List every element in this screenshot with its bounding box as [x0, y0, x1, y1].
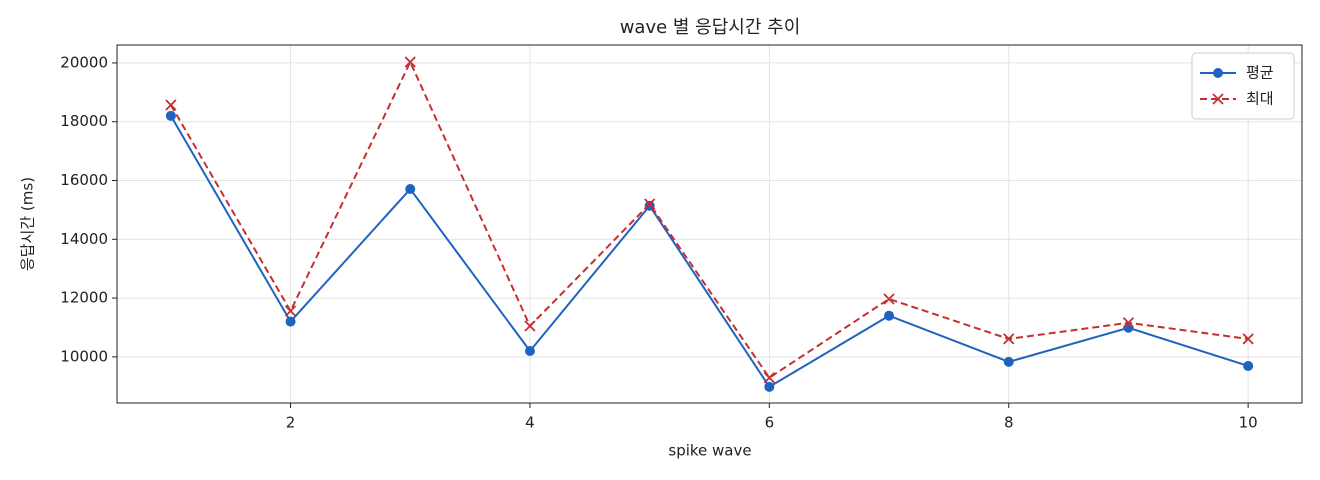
chart-title: wave 별 응답시간 추이 — [620, 17, 801, 38]
marker — [1003, 356, 1014, 367]
marker — [644, 198, 656, 210]
legend-marker — [1212, 93, 1224, 105]
marker — [284, 305, 297, 317]
plot-frame — [116, 44, 1303, 404]
marker — [405, 184, 416, 195]
y-tick-label: 14000 — [60, 230, 108, 248]
marker — [1003, 333, 1015, 345]
marker — [404, 56, 416, 68]
y-tick-label: 10000 — [60, 347, 108, 365]
marker — [883, 293, 895, 305]
x-tick-label: 10 — [1239, 414, 1258, 432]
marker — [524, 320, 536, 332]
legend-label: 평균 — [1246, 64, 1274, 82]
x-axis-label: spike wave — [668, 442, 751, 460]
marker — [524, 345, 535, 356]
marker — [285, 316, 296, 327]
y-tick-label: 12000 — [60, 289, 108, 307]
x-tick-label: 6 — [765, 414, 775, 432]
marker — [1242, 333, 1254, 345]
y-tick-label: 18000 — [60, 112, 108, 130]
marker — [1122, 317, 1135, 329]
marker — [1243, 360, 1254, 371]
x-tick-label: 4 — [525, 414, 535, 432]
y-axis-label: 응답시간 (ms) — [19, 177, 37, 271]
y-tick-label: 20000 — [60, 53, 108, 71]
marker — [165, 99, 177, 111]
legend-box — [1191, 52, 1295, 120]
y-tick-label: 16000 — [60, 171, 108, 189]
marker — [1123, 322, 1134, 333]
marker — [884, 310, 895, 321]
series-line — [169, 115, 1249, 389]
x-tick-label: 8 — [1004, 414, 1014, 432]
marker — [165, 110, 176, 121]
x-tick-label: 2 — [286, 414, 296, 432]
marker — [764, 381, 775, 392]
legend-label: 최대 — [1246, 90, 1274, 108]
marker — [763, 372, 775, 384]
series-line — [169, 59, 1249, 380]
legend-marker — [1213, 68, 1223, 78]
